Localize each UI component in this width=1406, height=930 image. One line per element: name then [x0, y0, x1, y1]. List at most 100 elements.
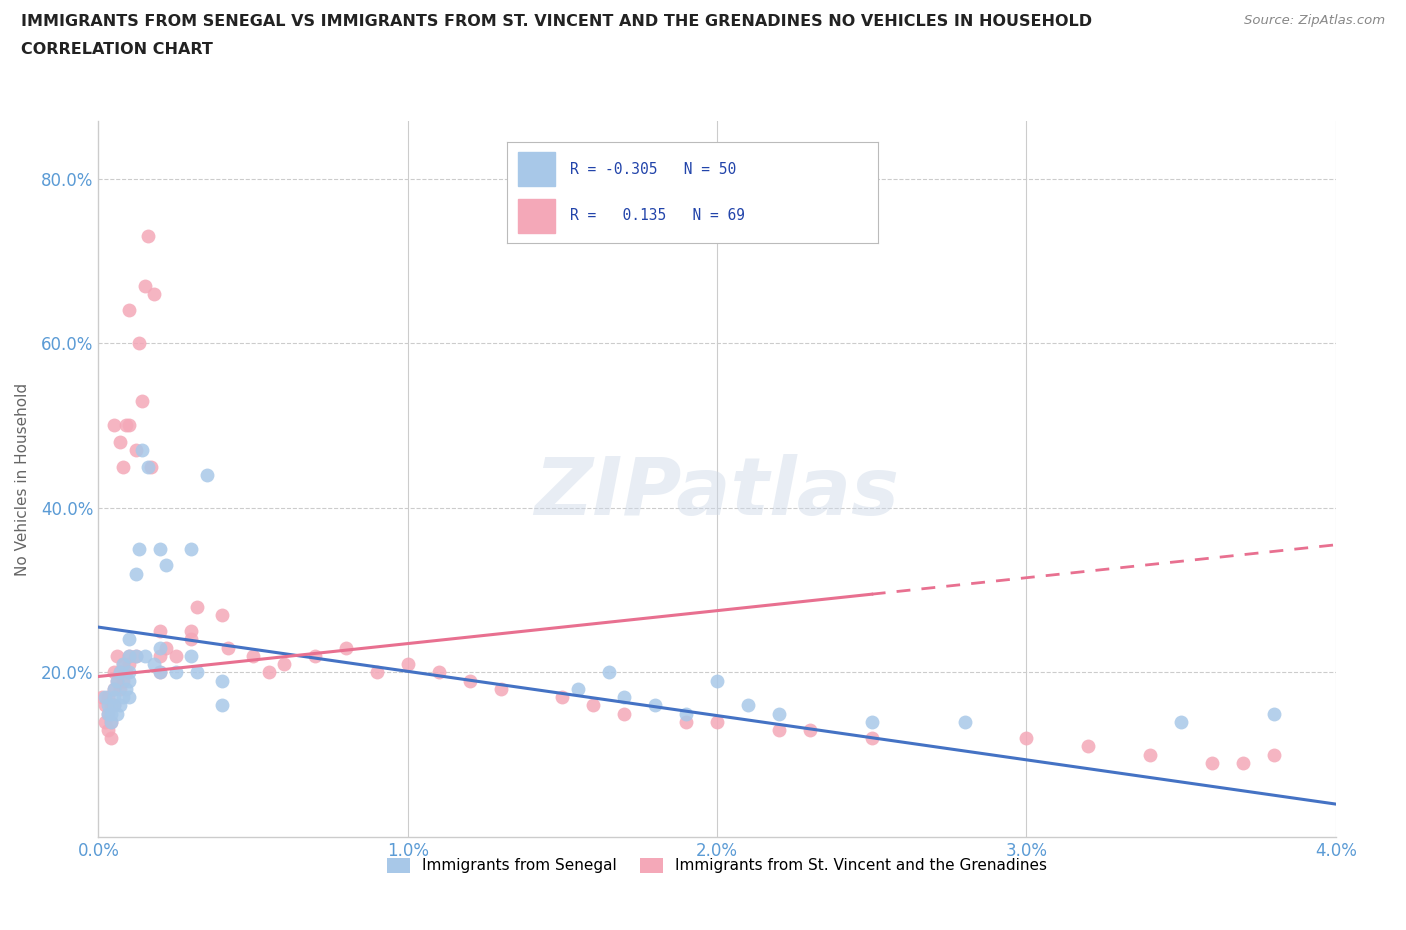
Point — [118, 303, 141, 318]
Point — [489, 682, 512, 697]
Point — [118, 648, 141, 663]
Point — [136, 459, 159, 474]
Point — [108, 665, 131, 680]
Point — [128, 541, 150, 556]
Point — [180, 632, 202, 647]
Point — [105, 673, 128, 688]
Point — [100, 698, 122, 712]
Point — [1263, 747, 1285, 762]
Point — [675, 706, 697, 721]
Point — [155, 558, 177, 573]
Point — [180, 648, 202, 663]
Point — [366, 665, 388, 680]
Point — [108, 665, 131, 680]
Point — [304, 648, 326, 663]
Point — [186, 665, 208, 680]
Point — [103, 682, 125, 697]
Point — [149, 665, 172, 680]
Point — [100, 706, 122, 721]
Point — [100, 731, 122, 746]
Point — [180, 624, 202, 639]
Point — [149, 624, 172, 639]
Point — [131, 393, 153, 408]
Point — [139, 459, 162, 474]
Point — [273, 657, 295, 671]
Point — [186, 599, 208, 614]
Point — [799, 723, 821, 737]
Point — [97, 698, 120, 712]
Point — [97, 706, 120, 721]
Point — [108, 434, 131, 449]
Point — [112, 459, 135, 474]
Point — [149, 640, 172, 655]
Point — [108, 682, 131, 697]
Point — [737, 698, 759, 712]
Point — [155, 640, 177, 655]
Point — [644, 698, 666, 712]
Point — [768, 723, 790, 737]
Point — [108, 698, 131, 712]
Point — [118, 690, 141, 705]
Point — [165, 665, 187, 680]
Point — [124, 648, 146, 663]
Point — [103, 698, 125, 712]
Point — [103, 418, 125, 432]
Point — [100, 714, 122, 729]
Point — [100, 714, 122, 729]
Point — [195, 468, 218, 483]
Point — [582, 698, 605, 712]
Point — [149, 665, 172, 680]
Point — [103, 690, 125, 705]
Legend: Immigrants from Senegal, Immigrants from St. Vincent and the Grenadines: Immigrants from Senegal, Immigrants from… — [381, 852, 1053, 880]
Point — [93, 698, 115, 712]
Point — [567, 682, 589, 697]
Point — [211, 698, 233, 712]
Point — [103, 682, 125, 697]
Point — [1201, 755, 1223, 770]
Point — [768, 706, 790, 721]
Point — [134, 648, 156, 663]
Point — [97, 706, 120, 721]
Point — [136, 229, 159, 244]
Point — [143, 657, 166, 671]
Point — [613, 690, 636, 705]
Point — [93, 690, 115, 705]
Point — [105, 706, 128, 721]
Point — [103, 665, 125, 680]
Point — [105, 673, 128, 688]
Point — [1232, 755, 1254, 770]
Point — [112, 657, 135, 671]
Point — [396, 657, 419, 671]
Point — [1139, 747, 1161, 762]
Point — [953, 714, 976, 729]
Point — [118, 657, 141, 671]
Point — [128, 336, 150, 351]
Point — [335, 640, 357, 655]
Point — [124, 648, 146, 663]
Point — [103, 698, 125, 712]
Point — [115, 418, 138, 432]
Point — [860, 731, 883, 746]
Point — [675, 714, 697, 729]
Point — [427, 665, 450, 680]
Point — [551, 690, 574, 705]
Point — [118, 632, 141, 647]
Text: CORRELATION CHART: CORRELATION CHART — [21, 42, 212, 57]
Point — [1170, 714, 1192, 729]
Point — [97, 690, 120, 705]
Point — [97, 723, 120, 737]
Point — [131, 443, 153, 458]
Text: ZIPatlas: ZIPatlas — [534, 454, 900, 532]
Point — [458, 673, 481, 688]
Point — [118, 418, 141, 432]
Point — [1077, 739, 1099, 754]
Point — [211, 607, 233, 622]
Y-axis label: No Vehicles in Household: No Vehicles in Household — [15, 382, 30, 576]
Point — [118, 648, 141, 663]
Point — [105, 648, 128, 663]
Point — [217, 640, 239, 655]
Point — [112, 657, 135, 671]
Point — [149, 541, 172, 556]
Point — [613, 706, 636, 721]
Point — [706, 714, 728, 729]
